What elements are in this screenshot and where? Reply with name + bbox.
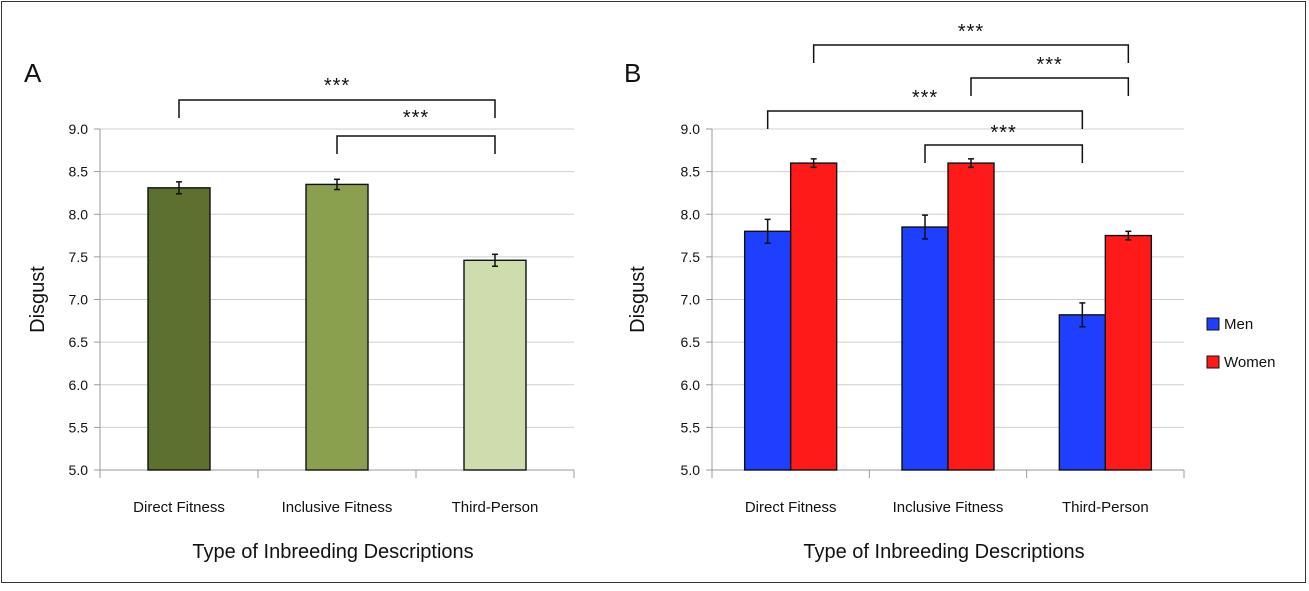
bar-direct-fitness [147, 187, 211, 471]
y-tick-label: 5.5 [681, 419, 701, 435]
category-label: Third-Person [1062, 499, 1149, 516]
y-axis-title: Disgust [627, 266, 649, 333]
bar-direct-fitness-men [743, 230, 792, 471]
y-tick-label: 8.5 [69, 164, 89, 180]
bar-direct-fitness-women [789, 162, 838, 471]
significance-bracket [812, 44, 1130, 63]
bar-inclusive-fitness-men [901, 226, 949, 471]
legend-swatch-men [1206, 317, 1220, 331]
significance-label: *** [990, 122, 1016, 144]
y-tick-label: 6.0 [681, 377, 701, 393]
category-label: Direct Fitness [133, 499, 225, 516]
y-tick-label: 8.0 [69, 206, 89, 222]
y-tick-label: 9.0 [69, 121, 89, 137]
legend-label-men: Men [1224, 316, 1253, 333]
y-tick-label: 6.0 [69, 377, 89, 393]
y-tick-label: 6.5 [69, 334, 89, 350]
y-tick-label: 7.0 [681, 292, 701, 308]
significance-label: *** [912, 87, 938, 109]
bar-inclusive-fitness-women [947, 162, 995, 471]
significance-bracket [766, 110, 1084, 129]
bar-third-person [463, 259, 527, 471]
category-label: Inclusive Fitness [893, 499, 1004, 516]
significance-bracket [336, 135, 496, 154]
y-tick-label: 7.5 [69, 249, 89, 265]
x-axis-title: Type of Inbreeding Descriptions [192, 541, 473, 563]
significance-label: *** [958, 21, 984, 43]
x-axis-title: Type of Inbreeding Descriptions [803, 541, 1084, 563]
y-axis-title: Disgust [27, 266, 49, 333]
panel-letter: B [624, 58, 641, 88]
significance-bracket [970, 77, 1130, 96]
panel-letter: A [24, 58, 42, 88]
y-tick-label: 8.0 [681, 206, 701, 222]
y-tick-label: 9.0 [681, 121, 701, 137]
legend-label-women: Women [1224, 354, 1275, 371]
significance-bracket [924, 144, 1084, 163]
bar-third-person-men [1058, 314, 1107, 471]
significance-label: *** [324, 75, 350, 97]
category-label: Inclusive Fitness [282, 499, 393, 516]
category-label: Direct Fitness [745, 499, 837, 516]
significance-label: *** [403, 107, 429, 129]
y-tick-label: 8.5 [681, 164, 701, 180]
y-tick-label: 7.5 [681, 249, 701, 265]
y-tick-label: 5.0 [681, 462, 701, 478]
significance-label: *** [1036, 54, 1062, 76]
significance-bracket [178, 99, 496, 118]
y-tick-label: 5.5 [69, 419, 89, 435]
y-tick-label: 6.5 [681, 334, 701, 350]
y-tick-label: 7.0 [69, 292, 89, 308]
bar-inclusive-fitness [305, 183, 369, 471]
category-label: Third-Person [452, 499, 539, 516]
y-tick-label: 5.0 [69, 462, 89, 478]
legend-swatch-women [1206, 355, 1220, 369]
